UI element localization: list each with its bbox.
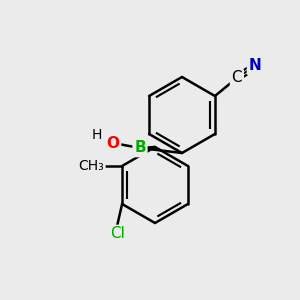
Text: C: C — [232, 70, 242, 86]
Text: H: H — [92, 128, 102, 142]
Text: B: B — [134, 140, 146, 155]
Text: O: O — [106, 136, 119, 151]
Text: CH₃: CH₃ — [78, 159, 104, 173]
Text: N: N — [248, 58, 261, 74]
Text: Cl: Cl — [110, 226, 124, 242]
